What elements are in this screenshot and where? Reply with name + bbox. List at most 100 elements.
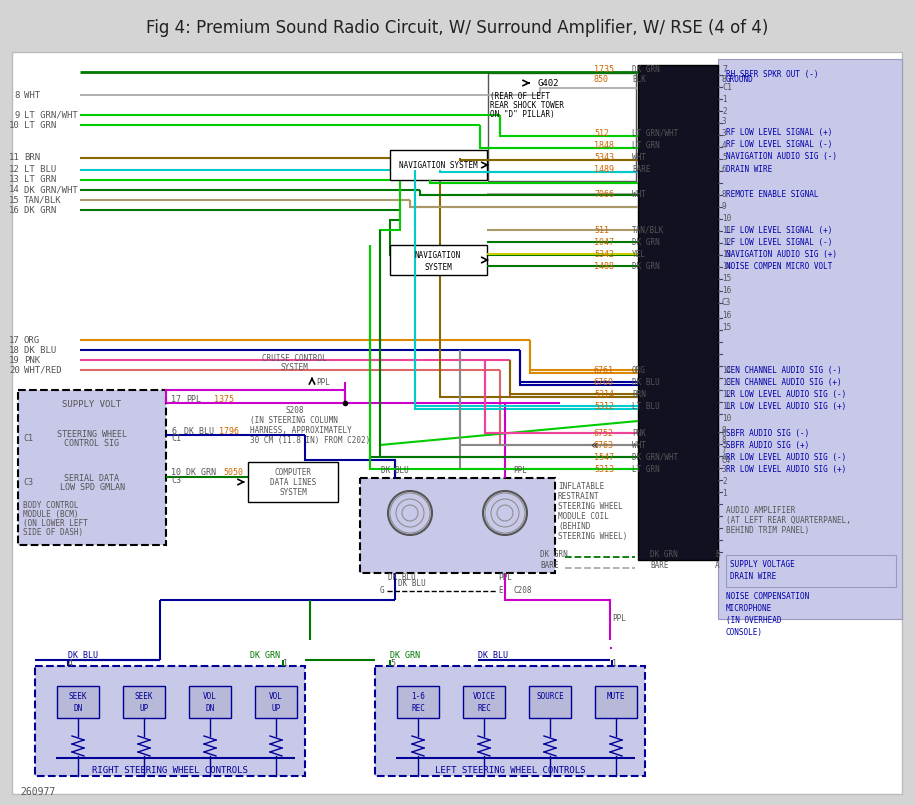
Text: TAN/BLK: TAN/BLK — [632, 225, 664, 234]
Text: DK BLU: DK BLU — [478, 650, 508, 659]
Text: BODY CONTROL: BODY CONTROL — [23, 501, 79, 510]
Text: LF LOW LEVEL SIGNAL (+): LF LOW LEVEL SIGNAL (+) — [726, 225, 833, 234]
Bar — [488, 73, 636, 181]
Text: 1375: 1375 — [214, 394, 234, 403]
Text: DK BLU: DK BLU — [68, 650, 98, 659]
Text: (BEHIND: (BEHIND — [558, 522, 590, 530]
Text: C208: C208 — [513, 585, 532, 595]
Text: 1796: 1796 — [219, 427, 239, 436]
Text: CONTROL SIG: CONTROL SIG — [64, 439, 120, 448]
Text: 260977: 260977 — [20, 787, 55, 797]
Text: PNK: PNK — [24, 356, 40, 365]
Text: WHT: WHT — [632, 440, 646, 449]
Text: DK BLU: DK BLU — [24, 345, 56, 354]
Text: 1: 1 — [283, 658, 288, 667]
Text: HARNESS, APPROXIMATELY: HARNESS, APPROXIMATELY — [250, 426, 351, 435]
Text: SYSTEM: SYSTEM — [280, 362, 307, 371]
Text: 11: 11 — [9, 154, 20, 163]
Text: 5312: 5312 — [594, 402, 614, 411]
Text: 14: 14 — [9, 185, 20, 195]
Text: SEEK: SEEK — [135, 691, 153, 700]
Text: 10: 10 — [722, 414, 731, 423]
Text: DK GRN: DK GRN — [186, 468, 216, 477]
Text: 3: 3 — [722, 117, 727, 126]
Text: REC: REC — [411, 704, 425, 712]
Text: 5: 5 — [722, 152, 727, 162]
Text: 8: 8 — [722, 436, 727, 444]
Text: STEERING WHEEL: STEERING WHEEL — [57, 430, 127, 439]
Text: AUDIO AMPLIFIER: AUDIO AMPLIFIER — [726, 506, 795, 514]
Text: 1547: 1547 — [594, 452, 614, 461]
Text: WHT: WHT — [24, 90, 40, 100]
Text: 6760: 6760 — [594, 378, 614, 386]
Text: WHT: WHT — [632, 189, 646, 199]
Text: Fig 4: Premium Sound Radio Circuit, W/ Surround Amplifier, W/ RSE (4 of 4): Fig 4: Premium Sound Radio Circuit, W/ S… — [145, 19, 769, 37]
Text: REAR SHOCK TOWER: REAR SHOCK TOWER — [490, 101, 564, 109]
Text: E: E — [498, 585, 502, 595]
Text: DK GRN: DK GRN — [24, 205, 56, 214]
Text: LR LOW LEVEL AUDIO SIG (-): LR LOW LEVEL AUDIO SIG (-) — [726, 390, 846, 398]
Text: 3: 3 — [722, 464, 727, 473]
Text: UP: UP — [139, 704, 148, 712]
Text: LT BLU: LT BLU — [632, 402, 660, 411]
Bar — [397, 686, 439, 718]
Text: DK GRN: DK GRN — [650, 550, 678, 559]
Text: SEEK: SEEK — [69, 691, 87, 700]
Text: RIGHT STEERING WHEEL CONTROLS: RIGHT STEERING WHEEL CONTROLS — [92, 766, 248, 774]
Text: DN: DN — [205, 704, 215, 712]
Text: PNK: PNK — [632, 428, 646, 437]
Bar — [248, 462, 338, 502]
Text: 4: 4 — [68, 658, 73, 667]
Text: 9: 9 — [722, 201, 727, 210]
Bar — [57, 686, 99, 718]
Text: SUPPLY VOLT: SUPPLY VOLT — [62, 399, 122, 408]
Text: 1: 1 — [612, 658, 617, 667]
Text: 15: 15 — [722, 323, 731, 332]
Text: 1735: 1735 — [594, 64, 614, 73]
Text: 19: 19 — [9, 356, 20, 365]
Text: PPL: PPL — [498, 572, 511, 581]
Text: STEERING WHEEL): STEERING WHEEL) — [558, 531, 628, 540]
Text: BLK: BLK — [632, 75, 646, 84]
Text: (AT LEFT REAR QUARTERPANEL,: (AT LEFT REAR QUARTERPANEL, — [726, 515, 851, 525]
Text: 9: 9 — [15, 110, 20, 119]
Text: 14: 14 — [722, 262, 731, 270]
Text: DK GRN: DK GRN — [250, 650, 280, 659]
Text: DK BLU: DK BLU — [382, 465, 409, 474]
Text: C3: C3 — [722, 298, 731, 307]
Text: VOL: VOL — [269, 691, 283, 700]
Bar — [360, 478, 555, 573]
Bar — [189, 686, 231, 718]
Text: 11: 11 — [722, 402, 731, 411]
Text: SUPPLY VOLTAGE: SUPPLY VOLTAGE — [730, 559, 795, 568]
Text: 9: 9 — [722, 426, 727, 435]
Text: 1-6: 1-6 — [411, 691, 425, 700]
Bar — [375, 666, 645, 776]
Text: VOL: VOL — [203, 691, 217, 700]
Text: BARE: BARE — [632, 164, 651, 174]
Text: PPL: PPL — [513, 465, 527, 474]
Text: DN: DN — [73, 704, 82, 712]
Text: MICROPHONE: MICROPHONE — [726, 604, 772, 613]
Text: DK GRN: DK GRN — [632, 262, 660, 270]
Text: LT GRN: LT GRN — [24, 175, 56, 184]
Text: 16: 16 — [9, 205, 20, 214]
Bar — [638, 65, 718, 560]
Text: 1848: 1848 — [594, 141, 614, 150]
Bar — [18, 390, 166, 545]
Text: DRAIN WIRE: DRAIN WIRE — [726, 164, 772, 174]
Text: ON "D" PILLAR): ON "D" PILLAR) — [490, 109, 554, 118]
Text: 12: 12 — [9, 166, 20, 175]
Text: SOURCE: SOURCE — [536, 691, 564, 700]
Text: (IN STEERING COLUMN: (IN STEERING COLUMN — [250, 415, 338, 424]
Text: C1: C1 — [722, 82, 732, 92]
Text: CEN CHANNEL AUDIO SIG (+): CEN CHANNEL AUDIO SIG (+) — [726, 378, 842, 386]
Text: 8: 8 — [15, 90, 20, 100]
Text: DRAIN WIRE: DRAIN WIRE — [730, 572, 776, 580]
Text: CONSOLE): CONSOLE) — [726, 628, 763, 637]
Text: G: G — [380, 585, 384, 595]
Bar — [595, 686, 637, 718]
Text: DK GRN: DK GRN — [632, 64, 660, 73]
Text: 20: 20 — [9, 365, 20, 374]
Text: 2: 2 — [722, 477, 727, 485]
